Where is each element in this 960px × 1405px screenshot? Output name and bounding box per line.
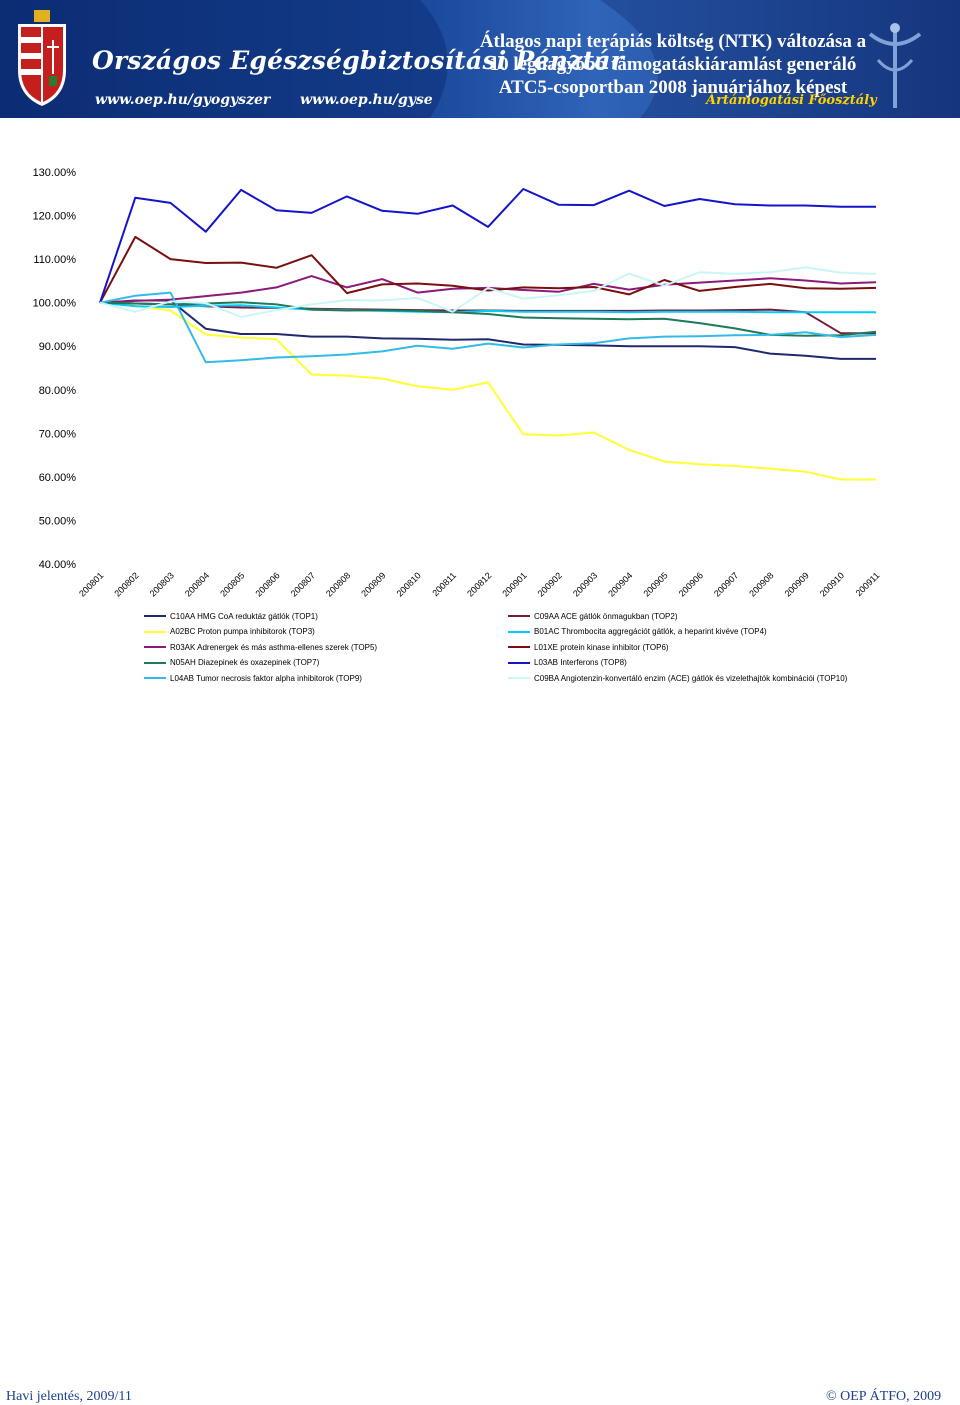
department-name: Ártámogatási Főosztály	[706, 93, 877, 108]
x-tick-label: 200804	[183, 570, 211, 598]
x-tick-label: 200901	[500, 570, 528, 598]
legend-item: A02BC Proton pumpa inhibitorok (TOP3)	[144, 625, 315, 639]
series-line	[99, 301, 877, 337]
legend-item: N05AH Diazepinek és oxazepinek (TOP7)	[144, 656, 319, 670]
legend-item: B01AC Thrombocita aggregációt gátlók, a …	[508, 625, 767, 639]
legend-item: R03AK Adrenergek és más asthma-ellenes s…	[144, 640, 377, 654]
legend-label: C10AA HMG CoA reduktáz gátlók (TOP1)	[170, 611, 318, 621]
x-tick-label: 200906	[677, 570, 705, 598]
legend-label: N05AH Diazepinek és oxazepinek (TOP7)	[170, 658, 320, 667]
legend-item: C10AA HMG CoA reduktáz gátlók (TOP1)	[144, 609, 318, 623]
x-tick-label: 200911	[854, 570, 882, 598]
x-tick-label: 200807	[289, 570, 317, 598]
hungarian-coat-of-arms-icon	[18, 10, 66, 106]
x-tick-label: 200903	[571, 570, 599, 598]
x-axis: 200801 200802 200803 200804 200805 200806 2008…	[77, 570, 881, 598]
x-tick-label: 200803	[148, 570, 176, 598]
report-label: Havi jelentés, 2009/11	[6, 1389, 132, 1404]
x-tick-label: 200806	[253, 570, 281, 598]
x-tick-label: 200908	[747, 570, 775, 598]
x-tick-label: 200904	[606, 570, 634, 598]
x-tick-label: 200810	[395, 570, 423, 598]
legend-swatch	[144, 615, 166, 617]
footer-bar: Havi jelentés, 2009/11 © OEP ÁTFO, 2009	[0, 693, 960, 1404]
y-tick-label: 100.00%	[33, 298, 77, 310]
legend-swatch	[144, 677, 166, 679]
series-line	[99, 301, 876, 481]
series-layer	[99, 188, 877, 481]
chart-title: Átlagos napi terápiás költség (NTK) vált…	[448, 30, 898, 99]
legend-swatch	[508, 677, 530, 679]
x-tick-label: 200805	[218, 570, 246, 598]
x-tick-label: 200801	[77, 570, 105, 598]
legend-label: L04AB Tumor necrosis faktor alpha inhibi…	[170, 673, 362, 683]
y-axis: 130.00% 120.00% 110.00% 100.00% 90.00% 80.00%…	[33, 167, 77, 571]
y-tick-label: 40.00%	[39, 559, 77, 571]
y-tick-label: 80.00%	[39, 385, 77, 397]
series-line	[99, 266, 877, 318]
legend-label: A02BC Proton pumpa inhibitorok (TOP3)	[170, 627, 315, 636]
y-tick-label: 110.00%	[33, 254, 76, 266]
legend-label: C09AA ACE gátlók önmagukban (TOP2)	[534, 611, 678, 621]
y-tick-label: 50.00%	[39, 515, 77, 527]
legend-item: L03AB Interferons (TOP8)	[508, 656, 627, 670]
series-line	[99, 235, 877, 304]
legend-swatch	[508, 630, 530, 633]
y-tick-label: 90.00%	[39, 341, 77, 353]
x-tick-label: 200910	[818, 570, 846, 598]
series-line	[99, 291, 877, 364]
x-tick-label: 200907	[712, 570, 740, 598]
legend-swatch	[508, 615, 530, 617]
x-tick-label: 200902	[536, 570, 564, 598]
header-banner: Országos Egészségbiztosítási Pénztár www…	[0, 0, 960, 118]
x-tick-label: 200905	[641, 570, 669, 598]
banner-wave-decoration	[0, 0, 960, 118]
x-tick-label: 200909	[783, 570, 811, 598]
x-tick-label: 200808	[324, 570, 352, 598]
legend-swatch	[508, 646, 530, 648]
legend-label: B01AC Thrombocita aggregációt gátlók, a …	[534, 627, 767, 636]
legend-swatch	[508, 661, 530, 664]
y-tick-label: 120.00%	[33, 211, 77, 223]
website-link-gyse[interactable]: www.oep.hu/gyse	[300, 92, 433, 108]
website-link-gyogyszer[interactable]: www.oep.hu/gyogyszer	[95, 92, 271, 108]
series-line	[99, 301, 876, 314]
oep-logo-icon	[868, 23, 922, 108]
y-tick-label: 60.00%	[39, 472, 77, 484]
legend-swatch	[144, 661, 166, 664]
legend-label: L01XE protein kinase inhibitor (TOP6)	[534, 642, 669, 652]
line-chart: 130.00% 120.00% 110.00% 100.00% 90.00% 80.00%…	[33, 167, 882, 599]
legend-label: L03AB Interferons (TOP8)	[534, 658, 627, 667]
y-tick-label: 70.00%	[39, 428, 77, 440]
legend-item: C09AA ACE gátlók önmagukban (TOP2)	[508, 609, 678, 623]
legend-item: L01XE protein kinase inhibitor (TOP6)	[508, 640, 669, 654]
x-tick-label: 200809	[359, 570, 387, 598]
legend-label: R03AK Adrenergek és más asthma-ellenes s…	[170, 642, 378, 652]
series-line	[99, 275, 877, 304]
chart-title-line: ATC5-csoportban 2008 januárjához képest	[498, 77, 848, 98]
legend-label: C09BA Angiotenzin-konvertáló enzim (ACE)…	[534, 673, 848, 683]
organization-name: Országos Egészségbiztosítási Pénztár	[92, 46, 625, 75]
chart-title-line: Átlagos napi terápiás költség (NTK) vált…	[479, 31, 867, 52]
chart-title-line: 10 legnagyobb támogatáskiáramlást generá…	[489, 54, 857, 75]
legend-swatch	[144, 646, 166, 648]
legend-swatch	[144, 630, 166, 633]
x-tick-label: 200811	[430, 570, 458, 598]
series-line	[99, 188, 876, 304]
x-tick-label: 200812	[465, 570, 493, 598]
legend-item: C09BA Angiotenzin-konvertáló enzim (ACE)…	[508, 671, 847, 685]
series-line	[99, 299, 876, 360]
legend-item: L04AB Tumor necrosis faktor alpha inhibi…	[144, 671, 362, 685]
x-tick-label: 200802	[112, 570, 140, 598]
y-tick-label: 130.00%	[33, 167, 77, 179]
copyright-label: © OEP ÁTFO, 2009	[826, 1389, 942, 1404]
